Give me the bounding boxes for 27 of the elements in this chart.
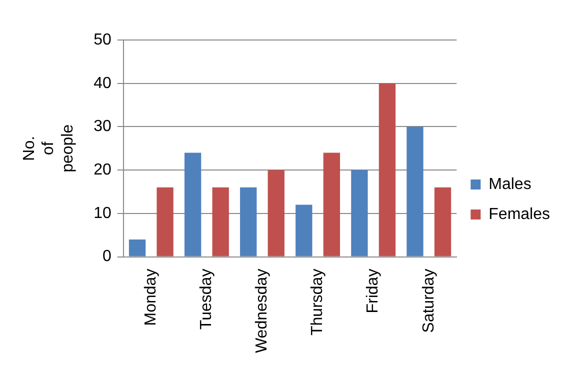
x-tick-label: Friday bbox=[364, 268, 382, 314]
bar bbox=[156, 187, 174, 256]
y-axis-title: No. of people bbox=[21, 124, 76, 172]
y-tick-label: 50 bbox=[94, 31, 112, 48]
legend-label: Females bbox=[488, 206, 550, 223]
legend-label: Males bbox=[488, 176, 532, 193]
bar bbox=[323, 152, 340, 256]
y-tick-label: 30 bbox=[94, 118, 112, 136]
x-tick-label: Saturday bbox=[420, 268, 438, 333]
bar bbox=[212, 187, 229, 256]
y-tick-label: 40 bbox=[94, 74, 112, 92]
bar bbox=[268, 170, 284, 256]
bar bbox=[434, 187, 452, 256]
x-tick-label: Tuesday bbox=[198, 268, 216, 330]
bar bbox=[406, 126, 424, 256]
bar bbox=[184, 152, 202, 256]
y-tick-label: 10 bbox=[94, 204, 112, 222]
y-tick-label: 20 bbox=[94, 161, 112, 178]
bar bbox=[240, 187, 257, 256]
y-tick-label: 0 bbox=[102, 248, 112, 266]
bar bbox=[378, 83, 396, 256]
bar bbox=[128, 239, 146, 256]
x-tick-label: Wednesday bbox=[254, 268, 271, 353]
bar bbox=[351, 170, 368, 256]
x-tick-label: Thursday bbox=[309, 268, 326, 336]
x-tick-label: Monday bbox=[142, 268, 160, 326]
bar bbox=[296, 204, 312, 256]
